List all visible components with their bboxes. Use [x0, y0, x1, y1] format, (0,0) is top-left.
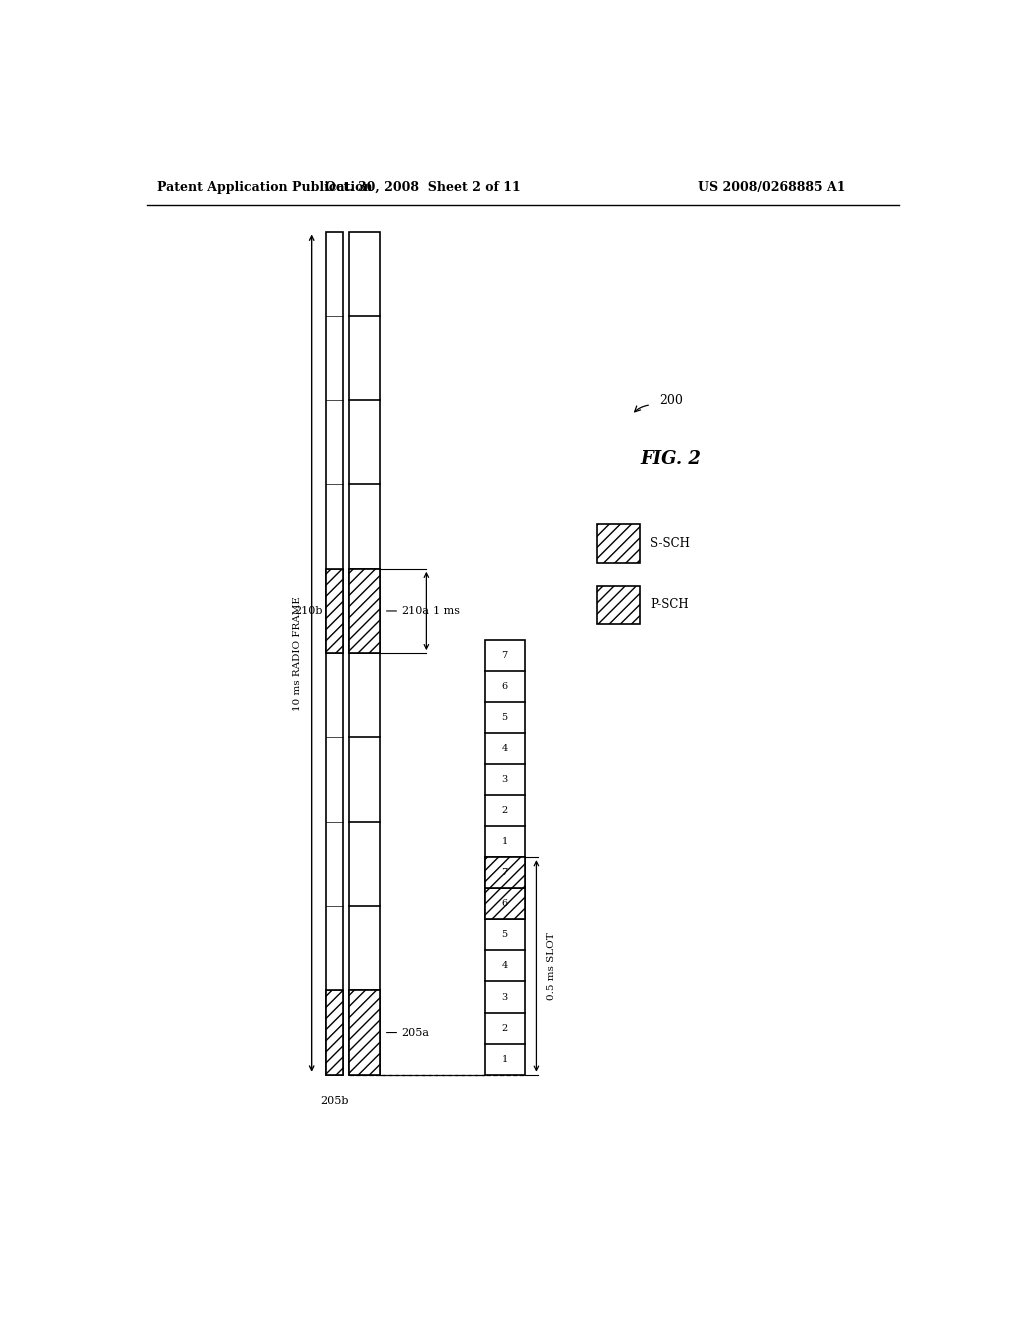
Bar [597, 586, 640, 624]
Bar [349, 231, 380, 1074]
Text: 205a: 205a [400, 1027, 429, 1038]
Text: Oct. 30, 2008  Sheet 2 of 11: Oct. 30, 2008 Sheet 2 of 11 [325, 181, 520, 194]
Text: 1 ms: 1 ms [432, 606, 460, 616]
Text: 2: 2 [502, 1023, 508, 1032]
Text: 10 ms RADIO FRAME: 10 ms RADIO FRAME [293, 595, 302, 710]
Text: Patent Application Publication: Patent Application Publication [158, 181, 373, 194]
Bar [597, 524, 640, 562]
Text: 205b: 205b [319, 1096, 348, 1106]
Bar [484, 640, 524, 1074]
Text: 4: 4 [502, 961, 508, 970]
Bar [484, 857, 524, 888]
Bar [349, 569, 380, 653]
Bar [326, 990, 343, 1074]
Text: 3: 3 [502, 993, 508, 1002]
Text: 0.5 ms SLOT: 0.5 ms SLOT [547, 932, 555, 999]
Text: 5: 5 [502, 713, 508, 722]
Bar [326, 231, 343, 1074]
Bar [349, 990, 380, 1074]
Text: 5: 5 [502, 931, 508, 940]
Text: 2: 2 [502, 807, 508, 814]
Text: 200: 200 [658, 395, 683, 408]
Bar [326, 569, 343, 653]
Text: 1: 1 [502, 837, 508, 846]
Text: US 2008/0268885 A1: US 2008/0268885 A1 [697, 181, 845, 194]
Text: FIG. 2: FIG. 2 [640, 450, 701, 467]
Bar [484, 888, 524, 919]
Text: S-SCH: S-SCH [650, 537, 690, 550]
Text: 210a: 210a [400, 606, 429, 616]
Text: 7: 7 [502, 869, 508, 878]
Text: 3: 3 [502, 775, 508, 784]
Text: 6: 6 [502, 899, 508, 908]
Text: 4: 4 [502, 744, 508, 752]
Text: P-SCH: P-SCH [650, 598, 689, 611]
Text: 6: 6 [502, 681, 508, 690]
Text: 1: 1 [502, 1055, 508, 1064]
Text: 7: 7 [502, 651, 508, 660]
Text: 210b: 210b [294, 606, 323, 616]
